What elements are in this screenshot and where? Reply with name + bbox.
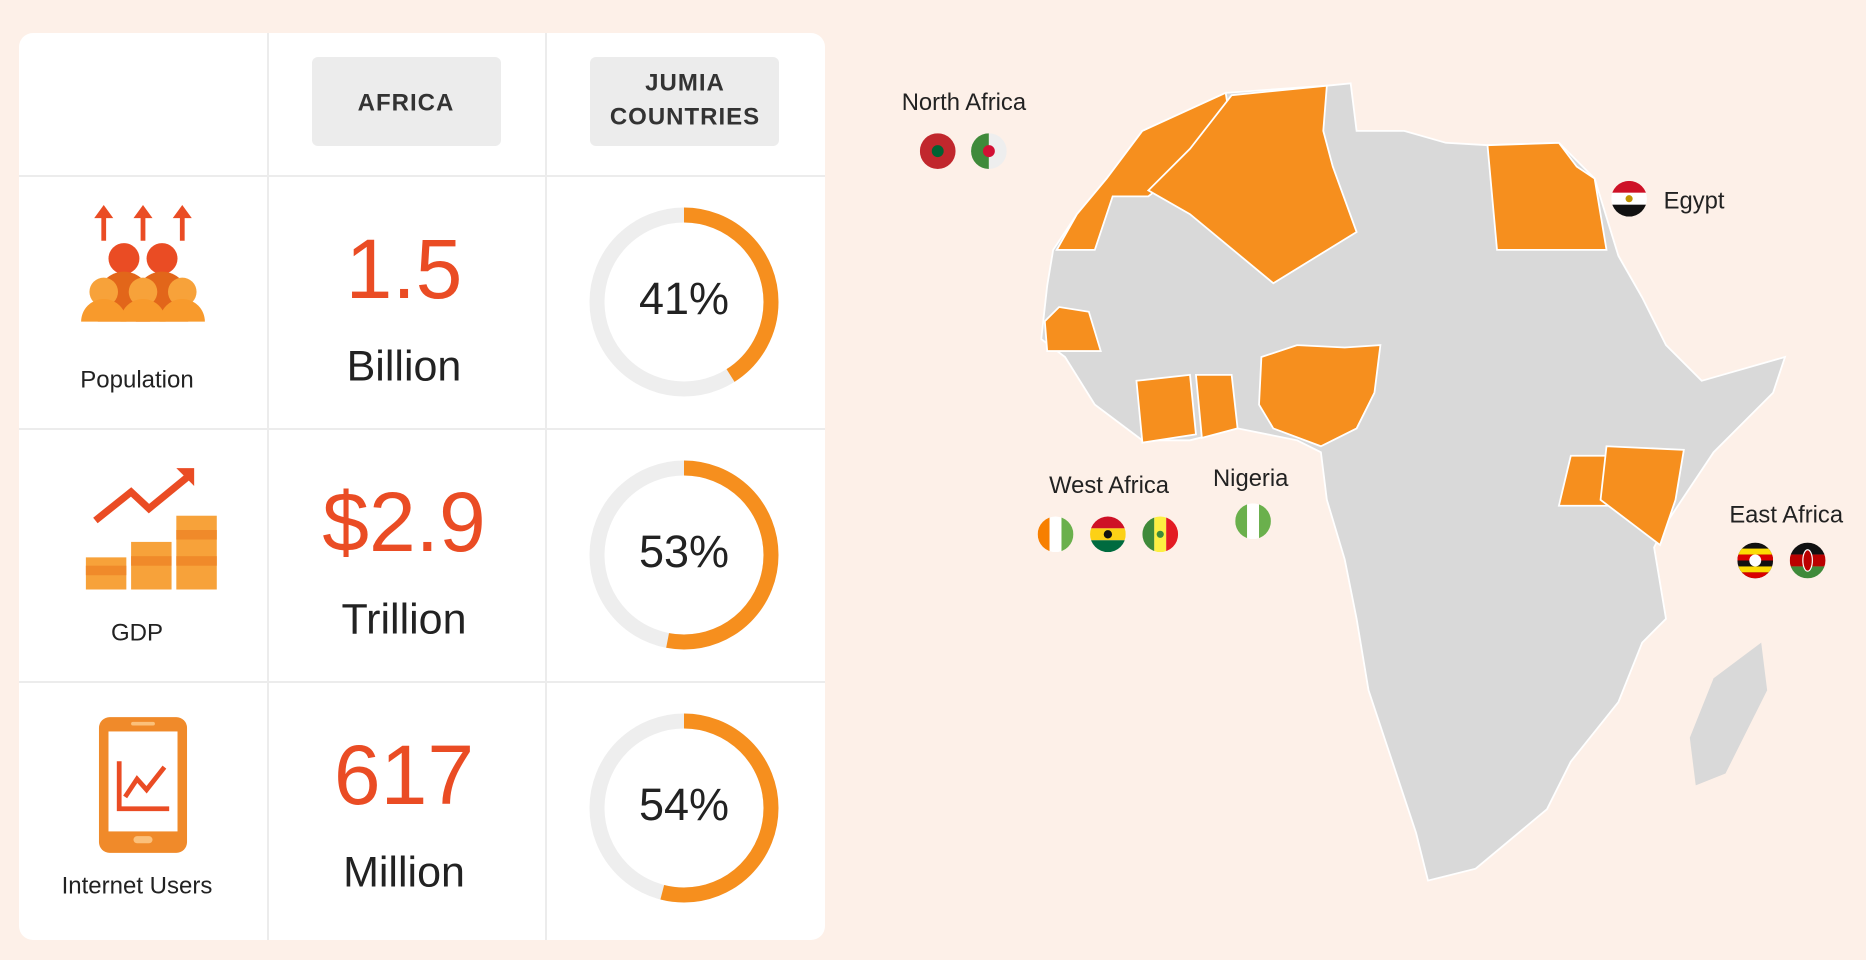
row-label: Internet Users xyxy=(62,872,213,899)
region-label: Egypt xyxy=(1664,188,1725,215)
stats-card xyxy=(19,33,825,940)
unit: Billion xyxy=(347,342,462,390)
big-number: 617 xyxy=(334,728,474,822)
ring-label: 41% xyxy=(639,273,729,324)
region-label: East Africa xyxy=(1729,502,1844,529)
row-label: Population xyxy=(80,366,193,393)
jumia-countries xyxy=(1043,84,1685,547)
madagascar xyxy=(1689,642,1768,786)
ring-arc xyxy=(589,460,779,650)
column-header: JUMIA xyxy=(645,69,725,96)
unit: Trillion xyxy=(341,595,466,643)
population-icon xyxy=(81,205,205,322)
ring-label: 53% xyxy=(639,526,729,577)
big-number: 1.5 xyxy=(346,222,463,316)
column-header: AFRICA xyxy=(358,89,455,116)
ring-arc xyxy=(589,713,779,903)
table-grid xyxy=(19,33,825,940)
big-number: $2.9 xyxy=(322,475,486,569)
header-badge xyxy=(312,57,501,146)
header-badge xyxy=(590,57,779,146)
ring-label: 54% xyxy=(639,779,729,830)
region-label: Nigeria xyxy=(1213,465,1289,492)
flags xyxy=(919,133,1826,579)
column-header: COUNTRIES xyxy=(610,103,760,130)
region-label: North Africa xyxy=(902,89,1027,116)
ring-arc xyxy=(589,207,779,397)
africa-map: North Africa Egypt West Africa Nigeria E… xyxy=(902,82,1844,882)
unit: Million xyxy=(343,848,465,896)
gdp-icon xyxy=(85,468,217,590)
row-label: GDP xyxy=(111,619,163,646)
region-label: West Africa xyxy=(1049,472,1170,499)
internet-icon xyxy=(98,717,188,853)
